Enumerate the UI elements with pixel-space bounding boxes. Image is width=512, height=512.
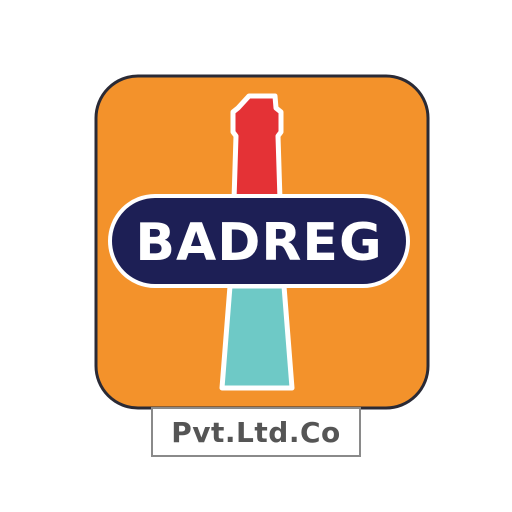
tube-body-icon — [219, 283, 295, 391]
tube-cap-icon — [230, 93, 284, 203]
logo-wordmark: BADREG — [135, 213, 382, 273]
name-banner — [108, 194, 410, 288]
company-type-label: Pvt.Ltd.Co — [171, 415, 341, 449]
company-type-box: Pvt.Ltd.Co — [151, 407, 361, 457]
